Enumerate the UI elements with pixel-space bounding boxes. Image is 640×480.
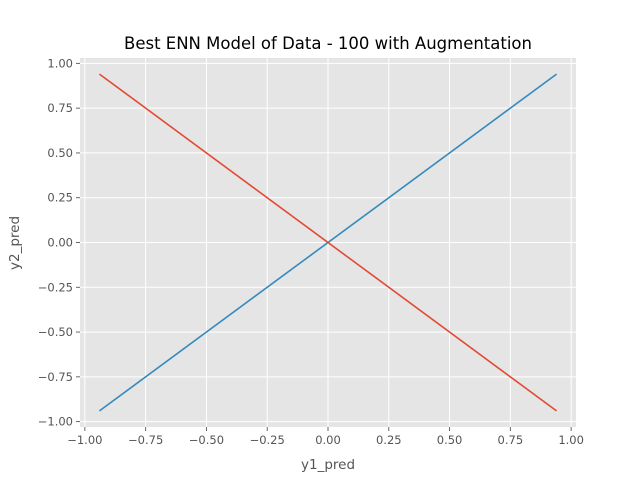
y-tick-label: −0.50 — [38, 325, 73, 339]
y-tick-label: 1.00 — [47, 56, 73, 70]
x-tick-label: 0.00 — [315, 433, 341, 447]
x-tick-label: 1.00 — [558, 433, 584, 447]
series-group — [98, 73, 558, 412]
x-tick-label: −0.50 — [189, 433, 224, 447]
x-tick-label: −0.25 — [250, 433, 285, 447]
y-tick-label: 0.00 — [47, 236, 73, 250]
ticks: −1.00 −0.75 −0.50 −0.25 0.00 0.25 0.50 0.75 1.00… — [38, 56, 584, 447]
series-line-2 — [98, 73, 558, 412]
y-tick-label: 0.50 — [47, 146, 73, 160]
y-tick-label: 0.75 — [47, 101, 73, 115]
x-tick-label: 0.75 — [498, 433, 524, 447]
x-tick-label: 0.50 — [437, 433, 463, 447]
y-tick-label: 0.25 — [47, 191, 73, 205]
y-tick-label: −0.25 — [38, 280, 73, 294]
y-axis-label: y2_pred — [7, 216, 23, 270]
chart-title: Best ENN Model of Data - 100 with Augmen… — [124, 34, 532, 53]
x-tick-label: −1.00 — [67, 433, 102, 447]
x-tick-label: −0.75 — [128, 433, 163, 447]
y-tick-label: −0.75 — [38, 370, 73, 384]
x-axis-label: y1_pred — [301, 457, 355, 473]
x-tick-label: 0.25 — [376, 433, 402, 447]
y-tick-label: −1.00 — [38, 415, 73, 429]
